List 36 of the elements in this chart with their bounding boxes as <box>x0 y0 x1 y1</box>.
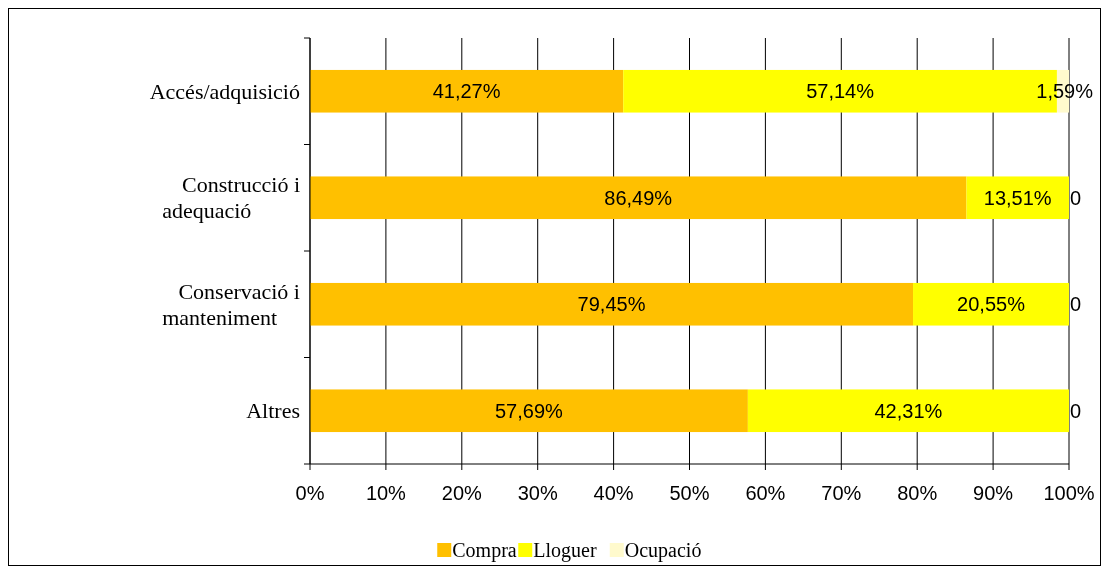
x-tick-label: 0% <box>295 482 325 504</box>
data-label: 86,49% <box>604 186 673 209</box>
bar <box>913 282 1069 326</box>
x-tick-label: 30% <box>517 482 558 504</box>
x-tick-label: 80% <box>897 482 938 504</box>
y-tick-label: Altres <box>246 398 300 424</box>
data-label: 0 <box>1070 293 1082 316</box>
x-tick-label: 70% <box>821 482 862 504</box>
x-tick-label: 20% <box>441 482 483 504</box>
data-label: 20,55% <box>957 293 1026 316</box>
bar <box>310 69 624 113</box>
x-tick-label: 50% <box>669 482 710 504</box>
y-tick-label: Construcció i adequació <box>162 172 300 224</box>
legend-label: Compra <box>452 539 517 562</box>
y-tick-label: Conservació i manteniment <box>162 278 300 330</box>
data-label: 0 <box>1070 186 1082 209</box>
legend-label: Lloguer <box>533 539 597 562</box>
y-tick-label: Accés/adquisició <box>149 78 300 104</box>
x-tick-label: 100% <box>1043 482 1095 504</box>
bar <box>310 176 967 220</box>
data-label: 0 <box>1070 399 1082 422</box>
data-label: 42,31% <box>874 399 943 422</box>
bar <box>966 176 1069 220</box>
x-tick-label: 90% <box>973 482 1014 504</box>
data-label: 13,51% <box>983 186 1052 209</box>
x-tick-label: 40% <box>593 482 634 504</box>
data-label: 41,27% <box>432 80 501 103</box>
legend-label: Ocupació <box>624 539 702 562</box>
x-tick-label: 10% <box>365 482 407 504</box>
data-label: 79,45% <box>577 293 646 316</box>
bar <box>747 389 1069 433</box>
x-tick-label: 60% <box>745 482 786 504</box>
bar <box>310 389 748 433</box>
data-label: 57,69% <box>495 399 564 422</box>
data-label: 57,14% <box>806 80 875 103</box>
bar <box>310 282 914 326</box>
